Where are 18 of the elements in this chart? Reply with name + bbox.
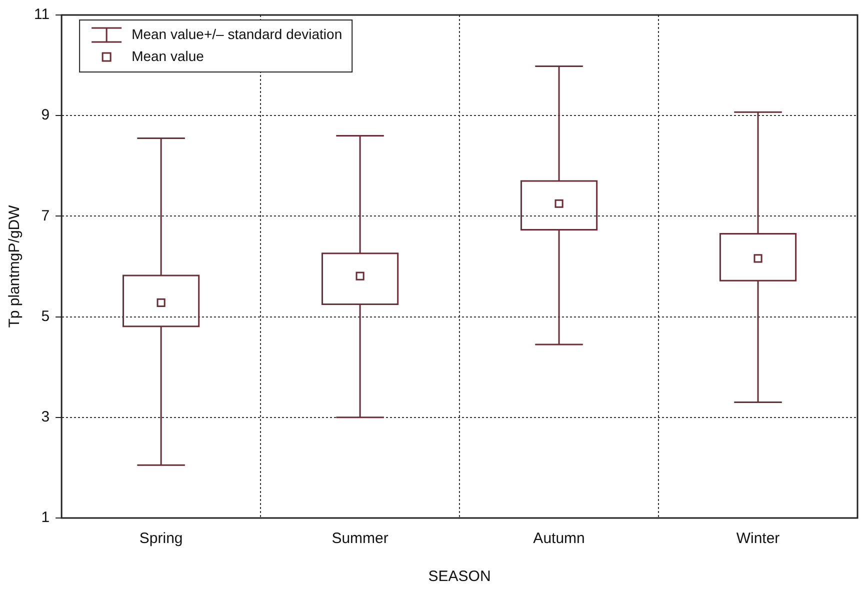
legend-label: Mean value — [132, 48, 204, 64]
y-tick-label: 1 — [41, 509, 50, 526]
point — [356, 272, 364, 280]
y-tick-label: 5 — [41, 308, 50, 325]
legend-label: Mean value+/– standard deviation — [132, 26, 342, 42]
x-tick-label: Winter — [736, 530, 780, 548]
point — [754, 254, 762, 263]
point — [554, 199, 564, 208]
y-axis-title: Tp plantmgP/gDW — [6, 204, 24, 328]
point — [156, 298, 166, 307]
x-tick-label: Summer — [332, 530, 388, 548]
x-axis-title: SEASON — [428, 568, 491, 586]
y-tick-label: 9 — [41, 106, 50, 124]
y-tick-label: 3 — [41, 408, 50, 426]
y-tick-label: 7 — [41, 207, 50, 224]
y-tick-label: 11 — [34, 6, 50, 24]
x-tick-label: Autumn — [533, 530, 585, 548]
x-tick-label: Spring — [139, 530, 183, 548]
